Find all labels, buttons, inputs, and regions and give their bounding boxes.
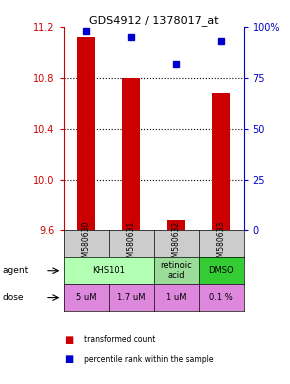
Text: ■: ■: [64, 335, 73, 345]
Text: percentile rank within the sample: percentile rank within the sample: [84, 354, 214, 364]
Text: agent: agent: [3, 266, 29, 275]
Text: DMSO: DMSO: [208, 266, 234, 275]
Text: KHS101: KHS101: [92, 266, 125, 275]
Bar: [167, 220, 185, 230]
Text: GSM580630: GSM580630: [82, 221, 91, 267]
Text: 5 uM: 5 uM: [76, 293, 97, 302]
Text: GSM580633: GSM580633: [217, 221, 226, 267]
Text: GSM580631: GSM580631: [127, 221, 136, 267]
Text: 1.7 uM: 1.7 uM: [117, 293, 146, 302]
Text: 0.1 %: 0.1 %: [209, 293, 233, 302]
Text: dose: dose: [3, 293, 24, 302]
Text: retinoic
acid: retinoic acid: [160, 261, 192, 280]
Title: GDS4912 / 1378017_at: GDS4912 / 1378017_at: [89, 15, 218, 26]
Bar: [212, 93, 230, 230]
Text: 1 uM: 1 uM: [166, 293, 186, 302]
Bar: [122, 78, 140, 230]
Text: ■: ■: [64, 354, 73, 364]
Text: transformed count: transformed count: [84, 335, 155, 344]
Bar: [77, 37, 95, 230]
Text: GSM580632: GSM580632: [172, 221, 181, 267]
